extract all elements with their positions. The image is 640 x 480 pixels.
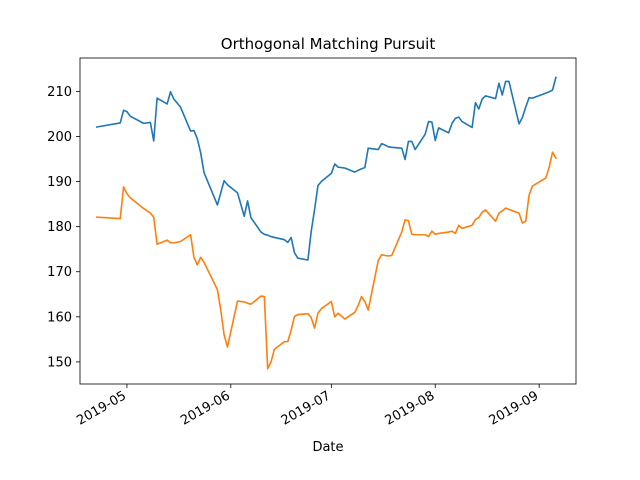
axes-frame <box>79 57 577 385</box>
y-tick-label: 170 <box>47 265 72 280</box>
y-tick-label: 160 <box>47 310 72 325</box>
y-tick-label: 210 <box>47 85 72 100</box>
series-line-2 <box>95 151 557 370</box>
y-tick-label: 150 <box>47 355 72 370</box>
y-tick-label: 190 <box>47 175 72 190</box>
y-tick-label: 180 <box>47 220 72 235</box>
y-tick-label: 200 <box>47 130 72 145</box>
chart-title: Orthogonal Matching Pursuit <box>221 35 436 53</box>
series-line-1 <box>95 76 557 261</box>
x-axis-label: Date <box>312 440 343 455</box>
